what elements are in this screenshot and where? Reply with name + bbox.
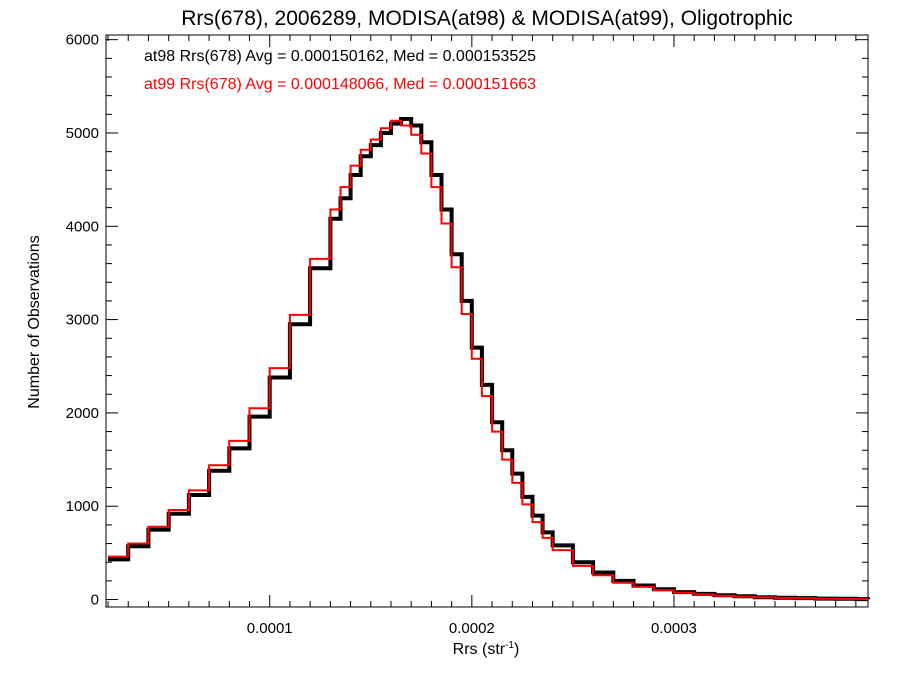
histogram-series bbox=[108, 117, 870, 602]
plot-frame bbox=[105, 34, 869, 608]
x-axis-label: Rrs (str-1) bbox=[453, 640, 520, 658]
y-axis-label: Number of Observations bbox=[26, 235, 43, 408]
series-1-step-line bbox=[108, 119, 869, 601]
x-tick-label: 0.0001 bbox=[247, 620, 293, 637]
y-tick-label: 2000 bbox=[66, 405, 99, 422]
x-axis-ticks: 0.0001 0.0002 0.0003 bbox=[107, 35, 857, 637]
legend-annotation-1: at99 Rrs(678) Avg = 0.000148066, Med = 0… bbox=[144, 76, 536, 93]
y-tick-label: 5000 bbox=[66, 125, 99, 142]
y-tick-label: 0 bbox=[91, 592, 99, 609]
y-tick-label: 3000 bbox=[66, 312, 99, 329]
x-axis-label-exponent: -1 bbox=[505, 640, 514, 651]
y-axis-ticks: 0 1000 2000 3000 4000 5000 6000 bbox=[66, 32, 868, 609]
y-tick-label: 6000 bbox=[66, 32, 99, 49]
series-0-step-line bbox=[108, 117, 870, 602]
chart-title: Rrs(678), 2006289, MODISA(at98) & MODISA… bbox=[181, 7, 793, 30]
y-tick-label: 4000 bbox=[66, 218, 99, 235]
legend-annotations: at98 Rrs(678) Avg = 0.000150162, Med = 0… bbox=[144, 48, 536, 93]
y-tick-label: 1000 bbox=[66, 498, 99, 515]
x-tick-label: 0.0003 bbox=[651, 620, 697, 637]
x-tick-label: 0.0002 bbox=[449, 620, 495, 637]
legend-annotation-0: at98 Rrs(678) Avg = 0.000150162, Med = 0… bbox=[144, 48, 536, 65]
